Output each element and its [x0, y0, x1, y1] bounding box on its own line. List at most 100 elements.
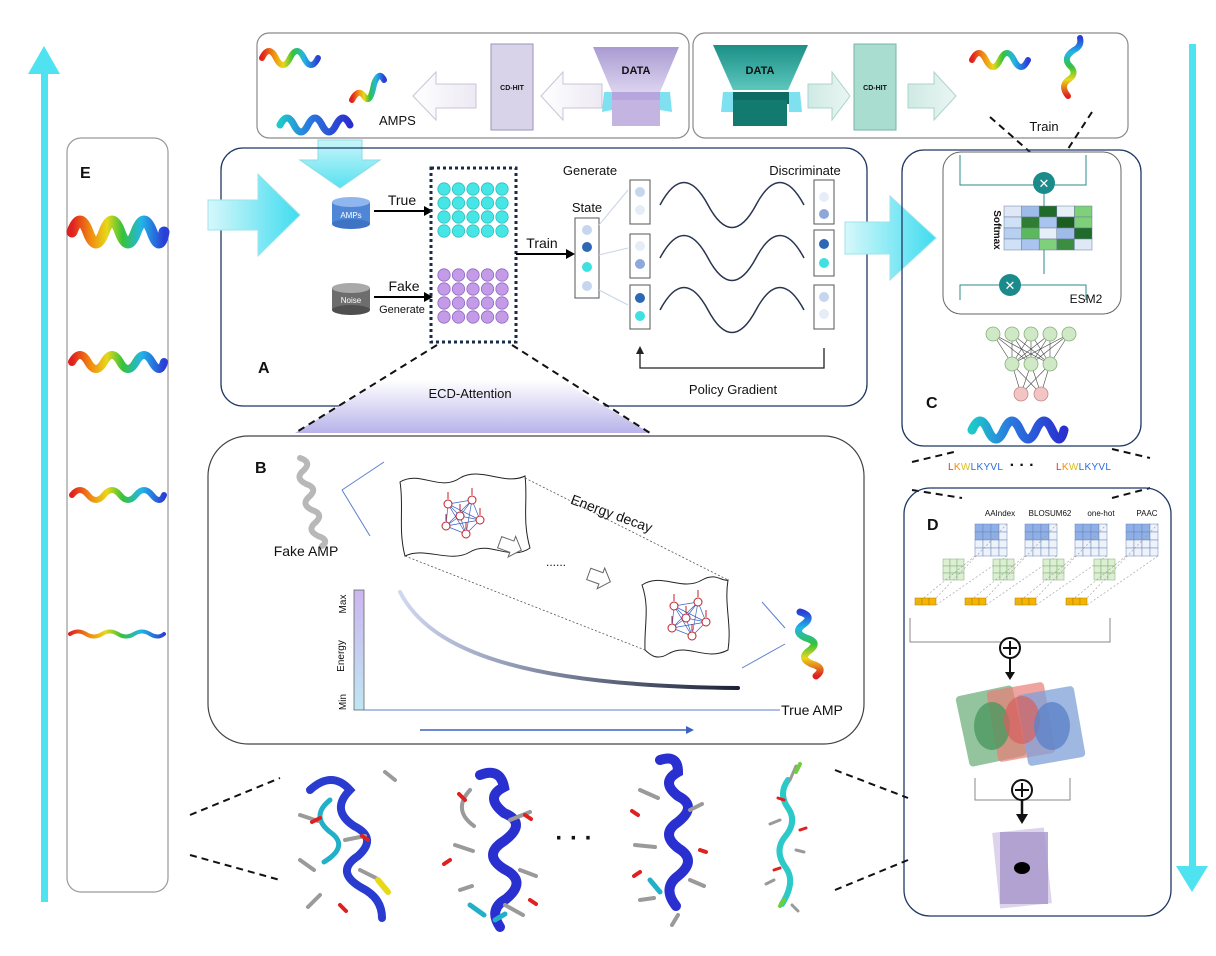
- softmax-label: Softmax: [991, 210, 1002, 250]
- true-sample-dot: [451, 210, 466, 224]
- feature-grid-cell: [914, 597, 923, 606]
- feature-grid-cell: [971, 597, 980, 606]
- multiply-glyph: ✕: [1039, 176, 1050, 191]
- fake-sample-dot: [437, 310, 451, 324]
- attention-cell: [1003, 216, 1022, 229]
- final-feature-map: [992, 827, 1052, 909]
- panel-e-letter: E: [80, 165, 91, 182]
- fake-label: Fake: [388, 278, 419, 294]
- graph-node: [475, 515, 485, 525]
- panel-d: D AAIndex BLOSUM62 one-hot PAAC: [903, 487, 1172, 917]
- graph-node: [443, 499, 453, 509]
- feature-grid-cell: [1049, 558, 1058, 567]
- attention-cell: [1021, 205, 1040, 218]
- feature-grid-cell: [992, 565, 1001, 574]
- fake-amp-label: Fake AMP: [274, 543, 339, 559]
- panel-c: C ESM2 ✕ Softmax ✕: [901, 149, 1142, 447]
- feature-grid-cell: [999, 572, 1008, 581]
- data-label: DATA: [622, 65, 651, 77]
- feature-grid-cell: [1049, 572, 1058, 581]
- feature-grid-cell: [1074, 523, 1084, 533]
- esm2-box: [942, 151, 1122, 315]
- graph-node: [461, 529, 471, 539]
- feature-grid-cell: [1024, 523, 1034, 533]
- feature-grid-cell: [1040, 547, 1050, 557]
- feature-grid-cell: [1141, 547, 1151, 557]
- attention-cell: [1056, 205, 1075, 218]
- feature-grid-cell: [1107, 572, 1116, 581]
- true-sample-dot: [480, 210, 495, 224]
- graph-node: [701, 617, 711, 627]
- feature-label: AAIndex: [985, 509, 1015, 518]
- feature-grid-cell: [1065, 597, 1074, 606]
- true-sample-dot: [466, 182, 480, 196]
- feature-grid-cell: [1133, 531, 1143, 541]
- fake-sample-dot: [480, 282, 495, 296]
- feature-grid-cell: [1028, 597, 1037, 606]
- feature-grid-cell: [1048, 531, 1058, 541]
- fake-sample-dot: [495, 268, 509, 282]
- helix-icon: [296, 455, 329, 549]
- feature-grid-cell: [1024, 547, 1034, 557]
- feature-grid-cell: [1100, 565, 1109, 574]
- attention-cell: [1074, 205, 1093, 218]
- feature-grid-cell: [1082, 523, 1092, 533]
- feature-grid-cell: [1100, 558, 1109, 567]
- feature-grid-cell: [978, 597, 987, 606]
- multiply-glyph: ✕: [1005, 278, 1016, 293]
- ellipsis-label: ......: [546, 555, 566, 569]
- energy-curve: [398, 590, 740, 690]
- true-sample-dot: [480, 196, 495, 210]
- wave-line: [659, 181, 805, 229]
- true-sample-dot: [495, 196, 509, 210]
- graph-node: [669, 601, 679, 611]
- feature-grid-cell: [1090, 539, 1100, 549]
- feature-grid-cell: [1125, 523, 1135, 533]
- fake-sample-dot: [437, 282, 451, 296]
- feature-grid-cell: [1133, 523, 1143, 533]
- feature-grid-cell: [1042, 565, 1051, 574]
- attention-graph: [441, 488, 485, 539]
- helix-icon: [69, 487, 167, 503]
- fake-sample-dot: [480, 296, 495, 310]
- fake-sample-dot: [466, 268, 480, 282]
- nn-node: [1004, 356, 1020, 372]
- graph-node: [681, 613, 691, 623]
- attention-cell: [1074, 216, 1093, 229]
- nn-edge: [1011, 333, 1070, 365]
- feature-grid-cell: [974, 547, 984, 557]
- arrow-icon: [907, 70, 957, 122]
- helix-icon: [967, 416, 1069, 444]
- feature-grid-cell: [964, 597, 973, 606]
- feature-grid-cell: [1141, 523, 1151, 533]
- energy-landscape-icon: [399, 473, 531, 557]
- cdhit-label: CD-HIT: [863, 85, 887, 92]
- helix-icon: [1061, 35, 1084, 99]
- protein-structure-icon: [630, 753, 708, 927]
- protein-structure-icon: [764, 762, 808, 913]
- feature-grid-cell: [992, 558, 1001, 567]
- feature-grid-cell: [1093, 565, 1102, 574]
- graph-node: [693, 597, 703, 607]
- fake-sample-dot: [480, 310, 495, 324]
- helix-icon: [349, 72, 387, 103]
- true-sample-dot: [480, 182, 495, 196]
- feature-grid-cell: [921, 597, 930, 606]
- graph-edge: [671, 621, 707, 629]
- attention-graph: [667, 590, 711, 641]
- fused-feature-maps: [955, 682, 1086, 767]
- feature-grid-cell: [1098, 539, 1108, 549]
- graph-edge: [447, 503, 481, 521]
- panel-b: B Fake AMP Energy decay ...... Max Energ…: [207, 435, 865, 745]
- true-sample-dot: [466, 210, 480, 224]
- fake-sample-dot: [437, 296, 451, 310]
- feature-grid-cell: [990, 547, 1000, 557]
- sequence-dots: · · ·: [1010, 457, 1035, 474]
- database-icon: [332, 197, 370, 229]
- feature-grid-cell: [974, 539, 984, 549]
- fake-sample-dot: [451, 296, 466, 310]
- arrow-icon: [207, 172, 301, 258]
- feature-encoding-stacks: [914, 523, 1159, 606]
- true-sample-dot: [495, 210, 509, 224]
